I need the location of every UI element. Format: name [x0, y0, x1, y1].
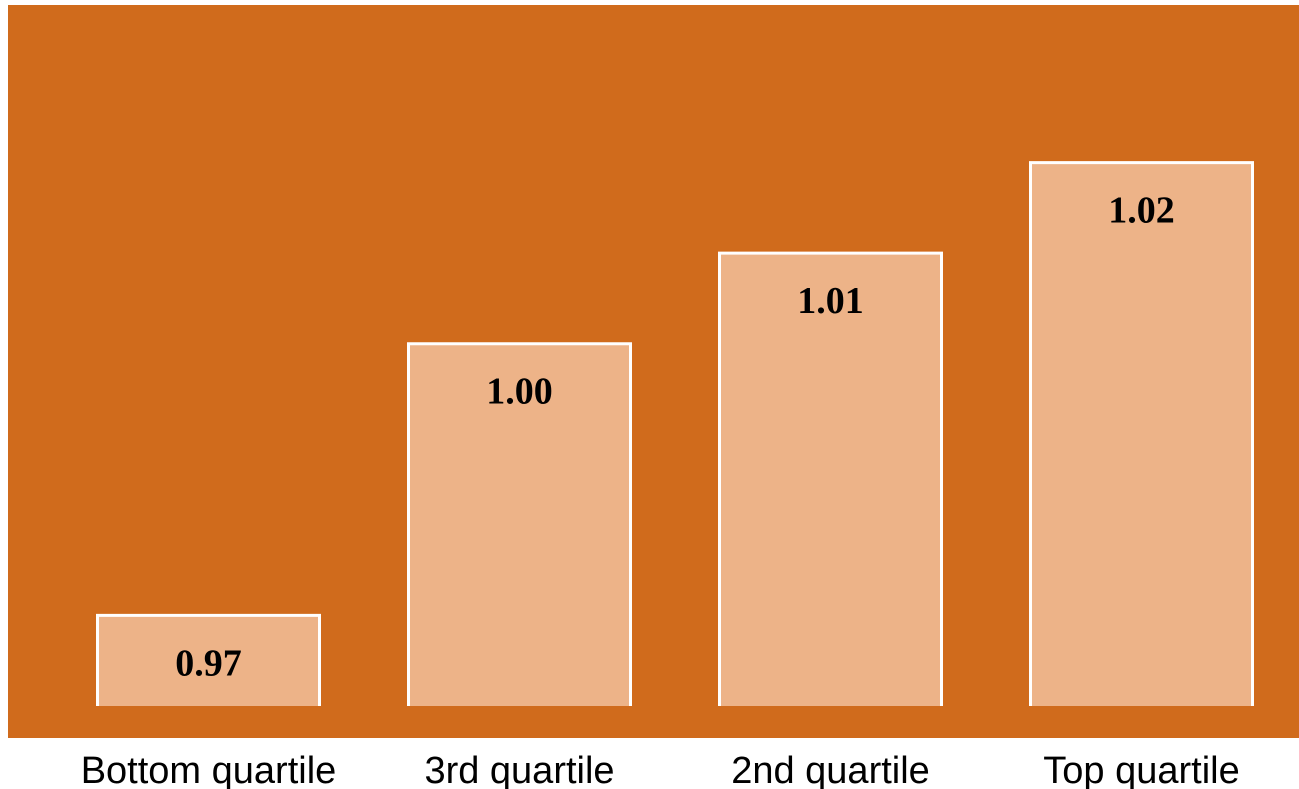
- category-labels-group: Bottom quartile 3rd quartile 2nd quartile T…: [81, 750, 1240, 789]
- bar-1: [408, 343, 631, 706]
- data-label-0: 0.97: [175, 642, 242, 684]
- bar-outline-0: [96, 613, 321, 706]
- bars-group: [96, 161, 1254, 707]
- bar-outline-1: [407, 342, 632, 706]
- category-label-2: 2nd quartile: [731, 750, 930, 789]
- bar-outline-3: [1029, 161, 1254, 706]
- data-labels-group: 0.97 1.00 1.01 1.02: [175, 190, 1175, 685]
- category-label-3: Top quartile: [1043, 750, 1239, 789]
- category-label-1: 3rd quartile: [424, 750, 614, 789]
- bar-outline-2: [718, 251, 943, 706]
- data-label-1: 1.00: [486, 371, 553, 413]
- bar-0: [97, 615, 320, 706]
- bar-3: [1030, 162, 1253, 707]
- data-label-2: 1.01: [797, 280, 864, 322]
- category-label-0: Bottom quartile: [81, 750, 337, 789]
- bar-2: [719, 253, 942, 706]
- data-label-3: 1.02: [1108, 190, 1175, 232]
